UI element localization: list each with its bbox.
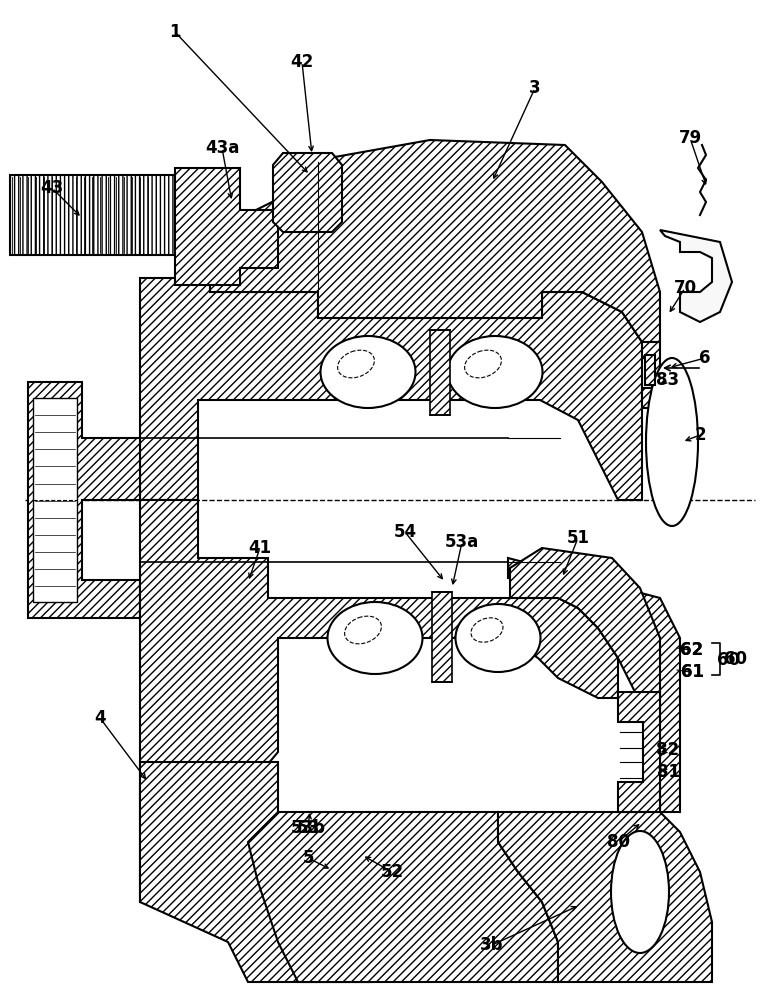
Text: 3: 3 bbox=[529, 79, 541, 97]
Ellipse shape bbox=[464, 350, 501, 378]
Polygon shape bbox=[10, 175, 175, 255]
Text: 3b: 3b bbox=[480, 936, 504, 954]
Polygon shape bbox=[140, 500, 618, 902]
Polygon shape bbox=[273, 153, 342, 232]
Polygon shape bbox=[140, 278, 642, 500]
Text: 1: 1 bbox=[169, 23, 181, 41]
Text: 53a: 53a bbox=[445, 533, 479, 551]
Text: 80: 80 bbox=[607, 833, 629, 851]
Text: 61: 61 bbox=[680, 663, 704, 681]
Ellipse shape bbox=[611, 831, 669, 953]
Text: 4: 4 bbox=[95, 709, 106, 727]
Polygon shape bbox=[175, 168, 278, 285]
Ellipse shape bbox=[456, 604, 540, 672]
Text: 81: 81 bbox=[656, 763, 680, 781]
Polygon shape bbox=[432, 592, 452, 682]
Text: 51: 51 bbox=[567, 529, 590, 547]
Polygon shape bbox=[248, 812, 558, 982]
Polygon shape bbox=[645, 355, 655, 385]
Text: 52: 52 bbox=[381, 863, 404, 881]
Text: 43: 43 bbox=[40, 179, 64, 197]
Polygon shape bbox=[510, 548, 660, 698]
Text: 53b: 53b bbox=[291, 819, 326, 837]
Polygon shape bbox=[430, 330, 450, 415]
Ellipse shape bbox=[471, 618, 503, 642]
Bar bbox=[33, 398, 77, 602]
Text: 2: 2 bbox=[694, 426, 706, 444]
Text: 79: 79 bbox=[678, 129, 701, 147]
Ellipse shape bbox=[321, 336, 415, 408]
Polygon shape bbox=[508, 558, 680, 812]
Polygon shape bbox=[28, 382, 140, 618]
Text: 41: 41 bbox=[249, 539, 271, 557]
Ellipse shape bbox=[646, 358, 698, 526]
Polygon shape bbox=[642, 342, 660, 408]
Polygon shape bbox=[498, 812, 712, 982]
Polygon shape bbox=[660, 230, 732, 322]
Ellipse shape bbox=[345, 616, 381, 644]
Text: 61: 61 bbox=[680, 663, 704, 681]
Text: 70: 70 bbox=[673, 279, 697, 297]
Text: 42: 42 bbox=[291, 53, 314, 71]
Ellipse shape bbox=[447, 336, 542, 408]
Text: 83: 83 bbox=[656, 371, 680, 389]
Text: 60: 60 bbox=[717, 651, 739, 669]
Polygon shape bbox=[618, 692, 660, 812]
Polygon shape bbox=[140, 762, 372, 982]
Text: 60: 60 bbox=[724, 650, 747, 668]
Text: 6: 6 bbox=[699, 349, 711, 367]
Text: 62: 62 bbox=[680, 641, 704, 659]
Text: 5: 5 bbox=[302, 849, 314, 867]
Text: 43a: 43a bbox=[205, 139, 239, 157]
Text: 53: 53 bbox=[296, 819, 319, 837]
Ellipse shape bbox=[328, 602, 422, 674]
Text: 54: 54 bbox=[394, 523, 417, 541]
Ellipse shape bbox=[338, 350, 374, 378]
Text: 62: 62 bbox=[680, 641, 704, 659]
Polygon shape bbox=[210, 140, 660, 342]
Text: 82: 82 bbox=[656, 741, 680, 759]
